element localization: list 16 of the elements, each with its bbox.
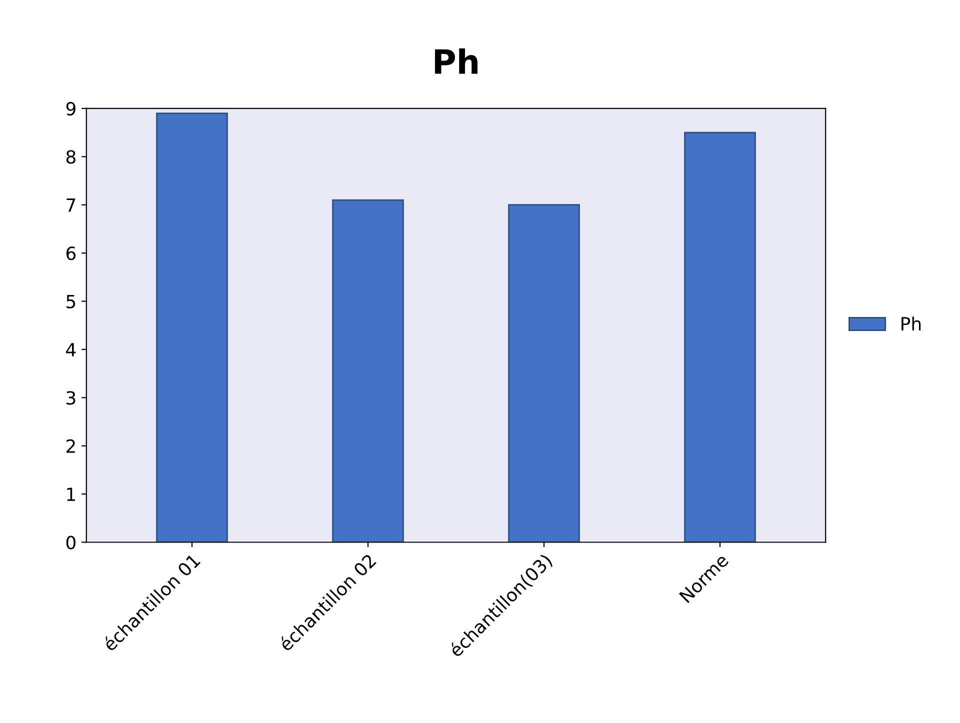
- legend-label: Ph: [902, 316, 921, 330]
- bar: [508, 204, 580, 542]
- y-tick-label: 9: [66, 102, 76, 116]
- y-tick-label: 6: [66, 246, 76, 260]
- y-tick-label: 7: [66, 198, 76, 212]
- y-tick-label: 1: [67, 488, 76, 501]
- y-tick-label: 8: [66, 150, 76, 164]
- y-tick-label: 4: [66, 343, 76, 356]
- bar: [156, 112, 228, 542]
- y-tick-label: 0: [66, 536, 76, 550]
- bar: [684, 132, 756, 542]
- bar: [332, 199, 404, 542]
- y-tick-label: 5: [66, 294, 76, 308]
- y-tick-label: 2: [66, 439, 75, 453]
- y-tick-label: 3: [66, 391, 76, 405]
- chart-title: Ph: [434, 48, 478, 74]
